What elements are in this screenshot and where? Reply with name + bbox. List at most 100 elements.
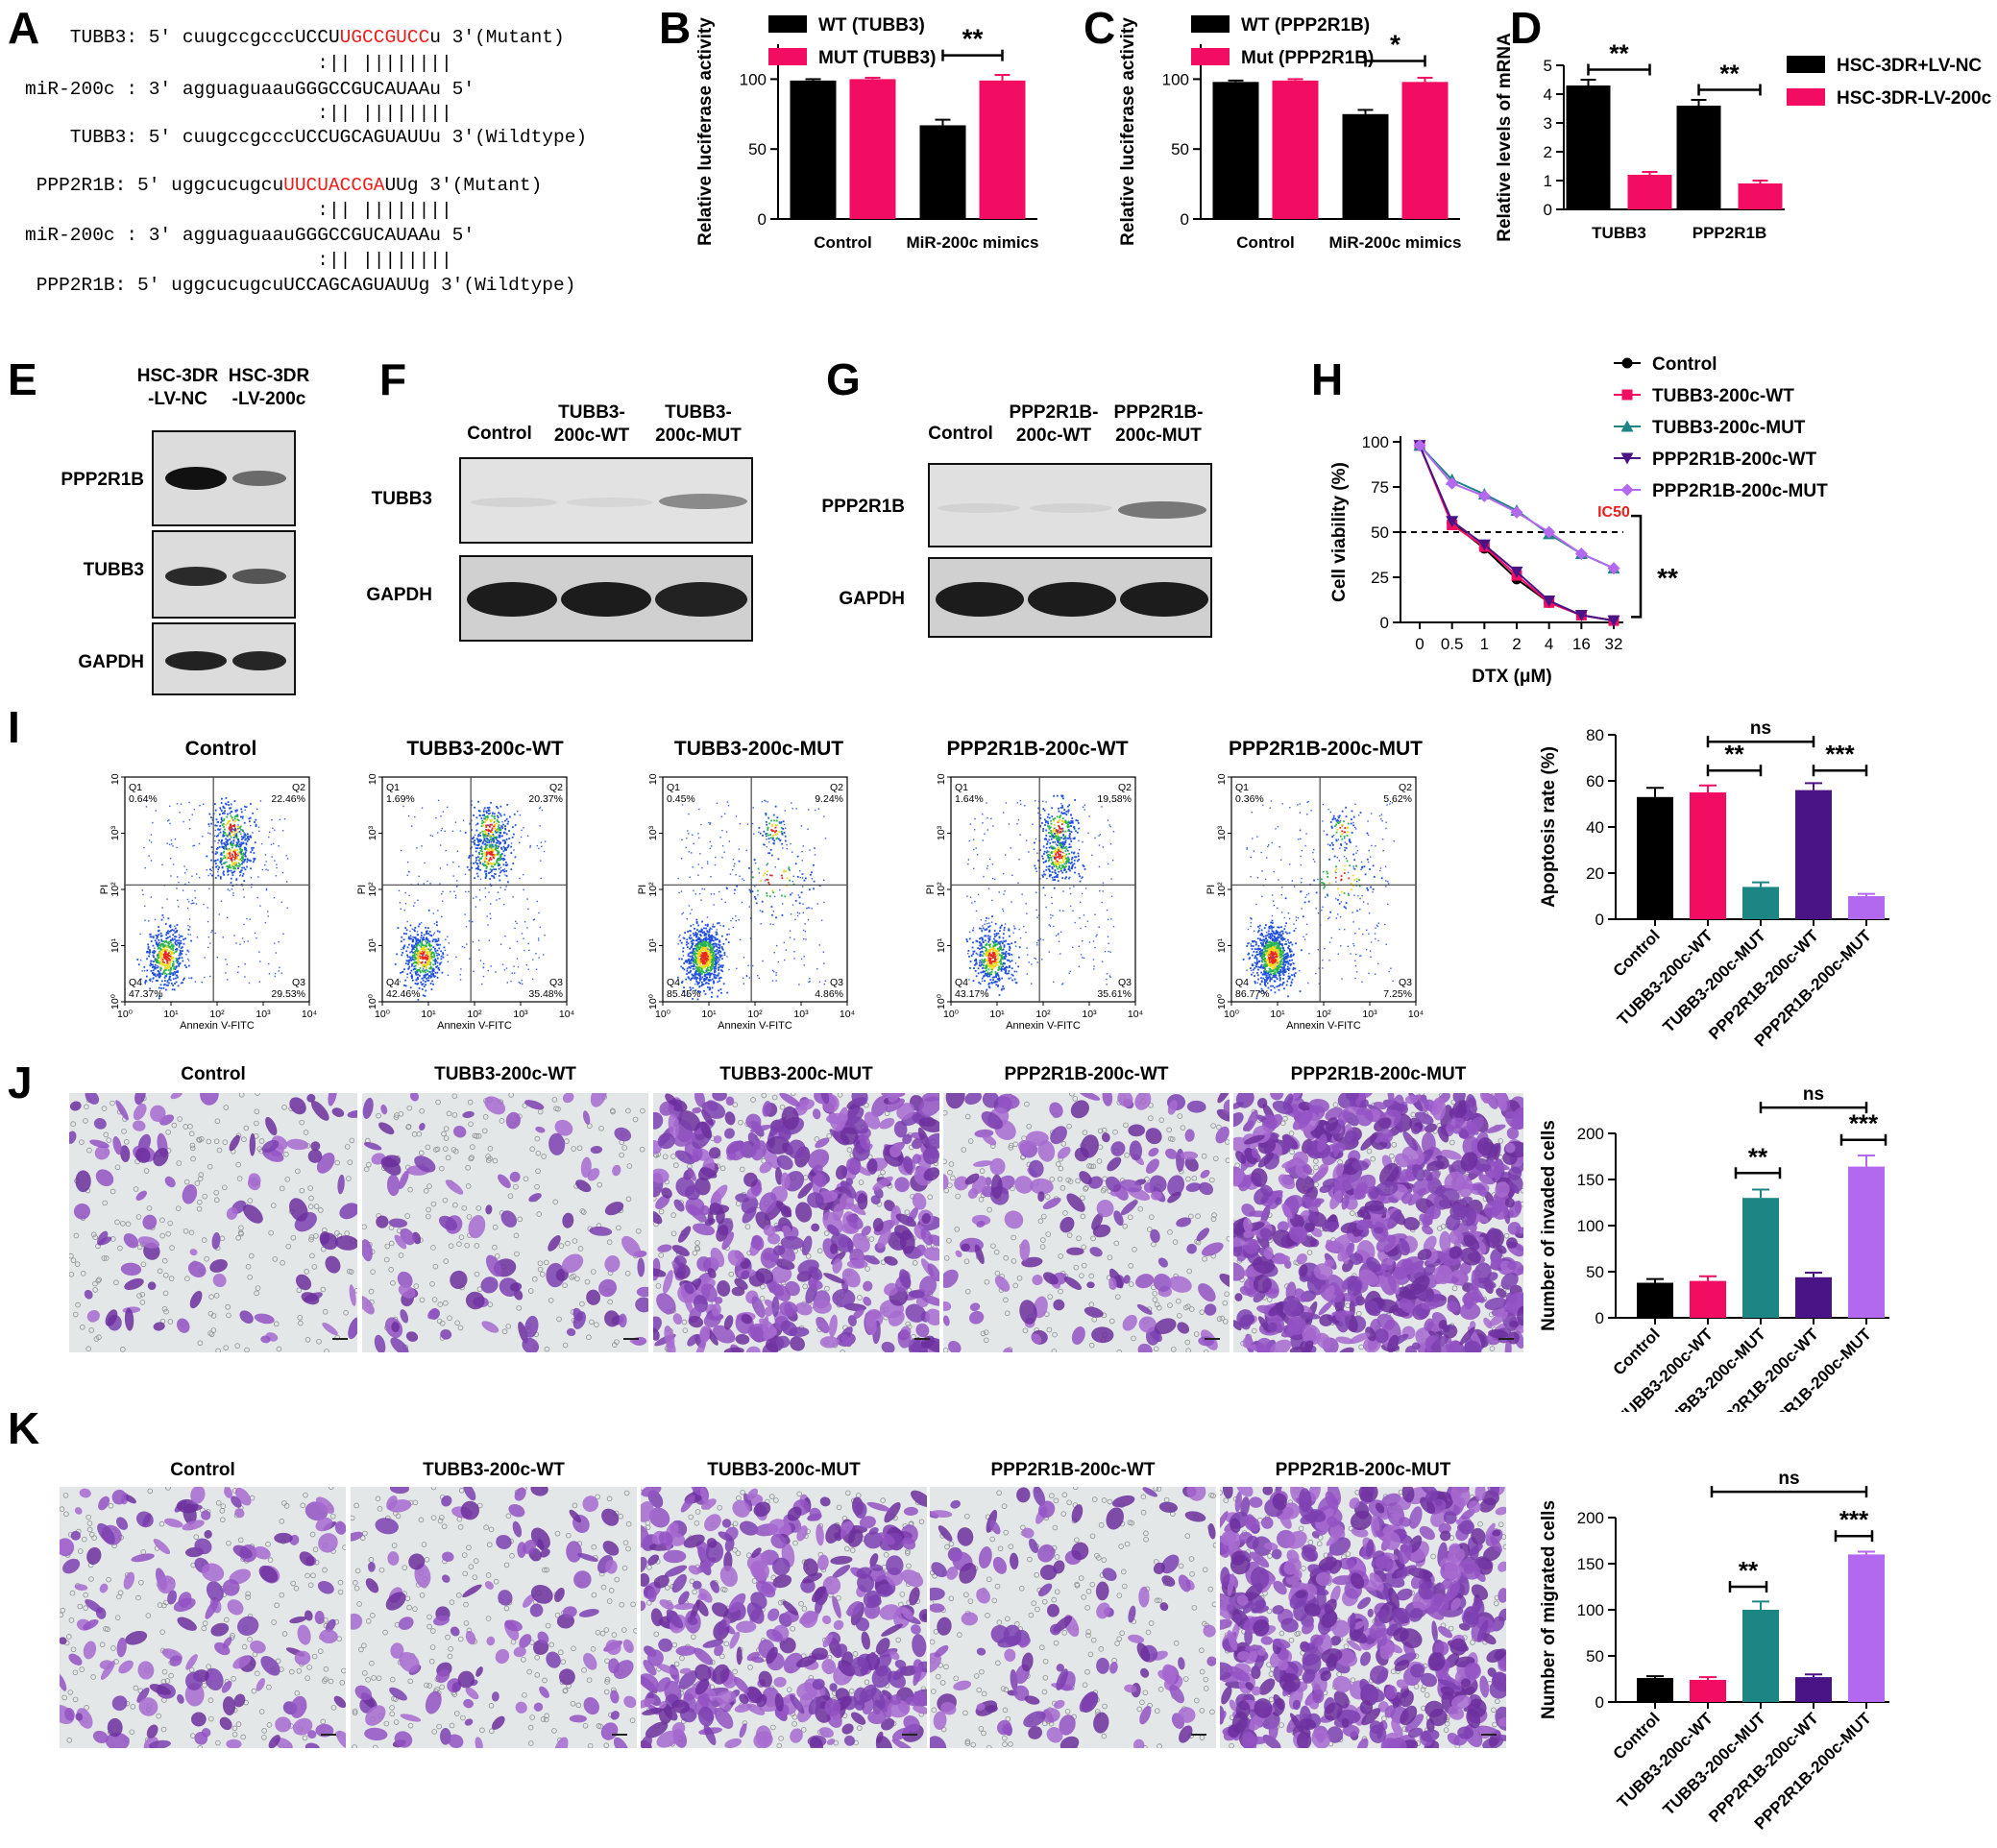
event-dot <box>273 896 276 899</box>
event-dot <box>693 947 695 950</box>
event-dot <box>169 971 171 974</box>
event-dot <box>168 819 170 821</box>
event-dot <box>697 940 700 943</box>
event-dot <box>241 830 244 833</box>
event-dot <box>152 936 155 939</box>
event-dot <box>708 938 711 941</box>
event-dot <box>992 950 995 953</box>
event-dot <box>227 888 229 890</box>
event-dot <box>417 983 420 985</box>
event-dot <box>986 975 989 978</box>
g-blot-ppp2r1b <box>928 463 1212 547</box>
event-dot <box>705 953 708 956</box>
event-dot <box>143 965 146 968</box>
event-dot <box>776 816 779 818</box>
sequence-line: :|| |||||||| <box>25 103 451 124</box>
event-dot <box>698 966 701 969</box>
event-dot <box>998 977 1001 980</box>
event-dot <box>431 967 434 970</box>
event-dot <box>1065 848 1068 851</box>
event-dot <box>183 977 185 980</box>
event-dot <box>1039 817 1042 819</box>
event-dot <box>253 859 256 862</box>
event-dot <box>708 980 711 982</box>
event-dot <box>246 839 249 842</box>
event-dot <box>1059 862 1062 864</box>
event-dot <box>422 946 425 949</box>
event-dot <box>231 874 234 877</box>
event-dot <box>698 930 701 933</box>
event-dot <box>425 940 427 942</box>
event-dot <box>992 954 995 957</box>
bar <box>1637 796 1673 919</box>
event-dot <box>678 891 680 894</box>
event-dot <box>701 970 704 972</box>
event-dot <box>496 818 499 821</box>
event-dot <box>431 940 434 943</box>
event-dot <box>686 973 688 976</box>
quadrant-value: 85.45% <box>667 988 701 1000</box>
event-dot <box>425 927 427 929</box>
event-dot <box>402 947 405 950</box>
event-dot <box>1048 857 1051 860</box>
event-dot <box>689 947 692 950</box>
event-dot <box>423 944 426 947</box>
event-dot <box>178 946 181 948</box>
event-dot <box>494 825 497 828</box>
event-dot <box>695 960 697 962</box>
event-dot <box>227 873 230 876</box>
event-dot <box>447 936 449 937</box>
event-dot <box>1011 942 1013 945</box>
event-dot <box>224 862 226 863</box>
event-dot <box>495 832 498 835</box>
event-dot <box>492 865 495 868</box>
event-dot <box>506 846 509 849</box>
event-dot <box>689 876 691 878</box>
event-dot <box>700 972 703 975</box>
event-dot <box>436 949 439 952</box>
event-dot <box>225 796 228 799</box>
event-dot <box>716 802 718 805</box>
event-dot <box>230 832 232 834</box>
event-dot <box>171 946 174 948</box>
event-dot <box>245 847 248 850</box>
event-dot <box>426 950 429 953</box>
y-tick-label: 2 <box>1544 143 1552 161</box>
event-dot <box>438 963 441 965</box>
event-dot <box>792 883 795 886</box>
event-dot <box>989 950 991 953</box>
event-dot <box>484 861 486 863</box>
event-dot <box>414 936 417 938</box>
event-dot <box>508 838 511 839</box>
event-dot <box>807 918 810 921</box>
event-dot <box>426 961 428 964</box>
event-dot <box>745 849 747 852</box>
blot-band <box>1028 582 1116 617</box>
event-dot <box>707 935 710 937</box>
event-dot <box>438 947 441 950</box>
event-dot <box>167 944 170 947</box>
event-dot <box>235 942 237 944</box>
event-dot <box>786 877 789 880</box>
event-dot <box>1052 840 1055 843</box>
event-dot <box>165 975 168 978</box>
event-dot <box>1002 985 1005 987</box>
event-dot <box>776 944 778 947</box>
event-dot <box>971 946 974 949</box>
event-dot <box>159 958 162 960</box>
event-dot <box>694 971 697 974</box>
event-dot <box>161 950 164 953</box>
event-dot <box>258 951 260 953</box>
event-dot <box>411 946 414 949</box>
event-dot <box>244 851 247 854</box>
event-dot <box>1051 831 1054 833</box>
event-dot <box>1011 967 1013 970</box>
event-dot <box>987 935 989 937</box>
event-dot <box>161 914 164 916</box>
event-dot <box>499 831 502 834</box>
event-dot <box>510 845 513 848</box>
event-dot <box>709 847 712 850</box>
event-dot <box>690 925 693 927</box>
event-dot <box>689 952 692 954</box>
event-dot <box>1057 836 1059 839</box>
